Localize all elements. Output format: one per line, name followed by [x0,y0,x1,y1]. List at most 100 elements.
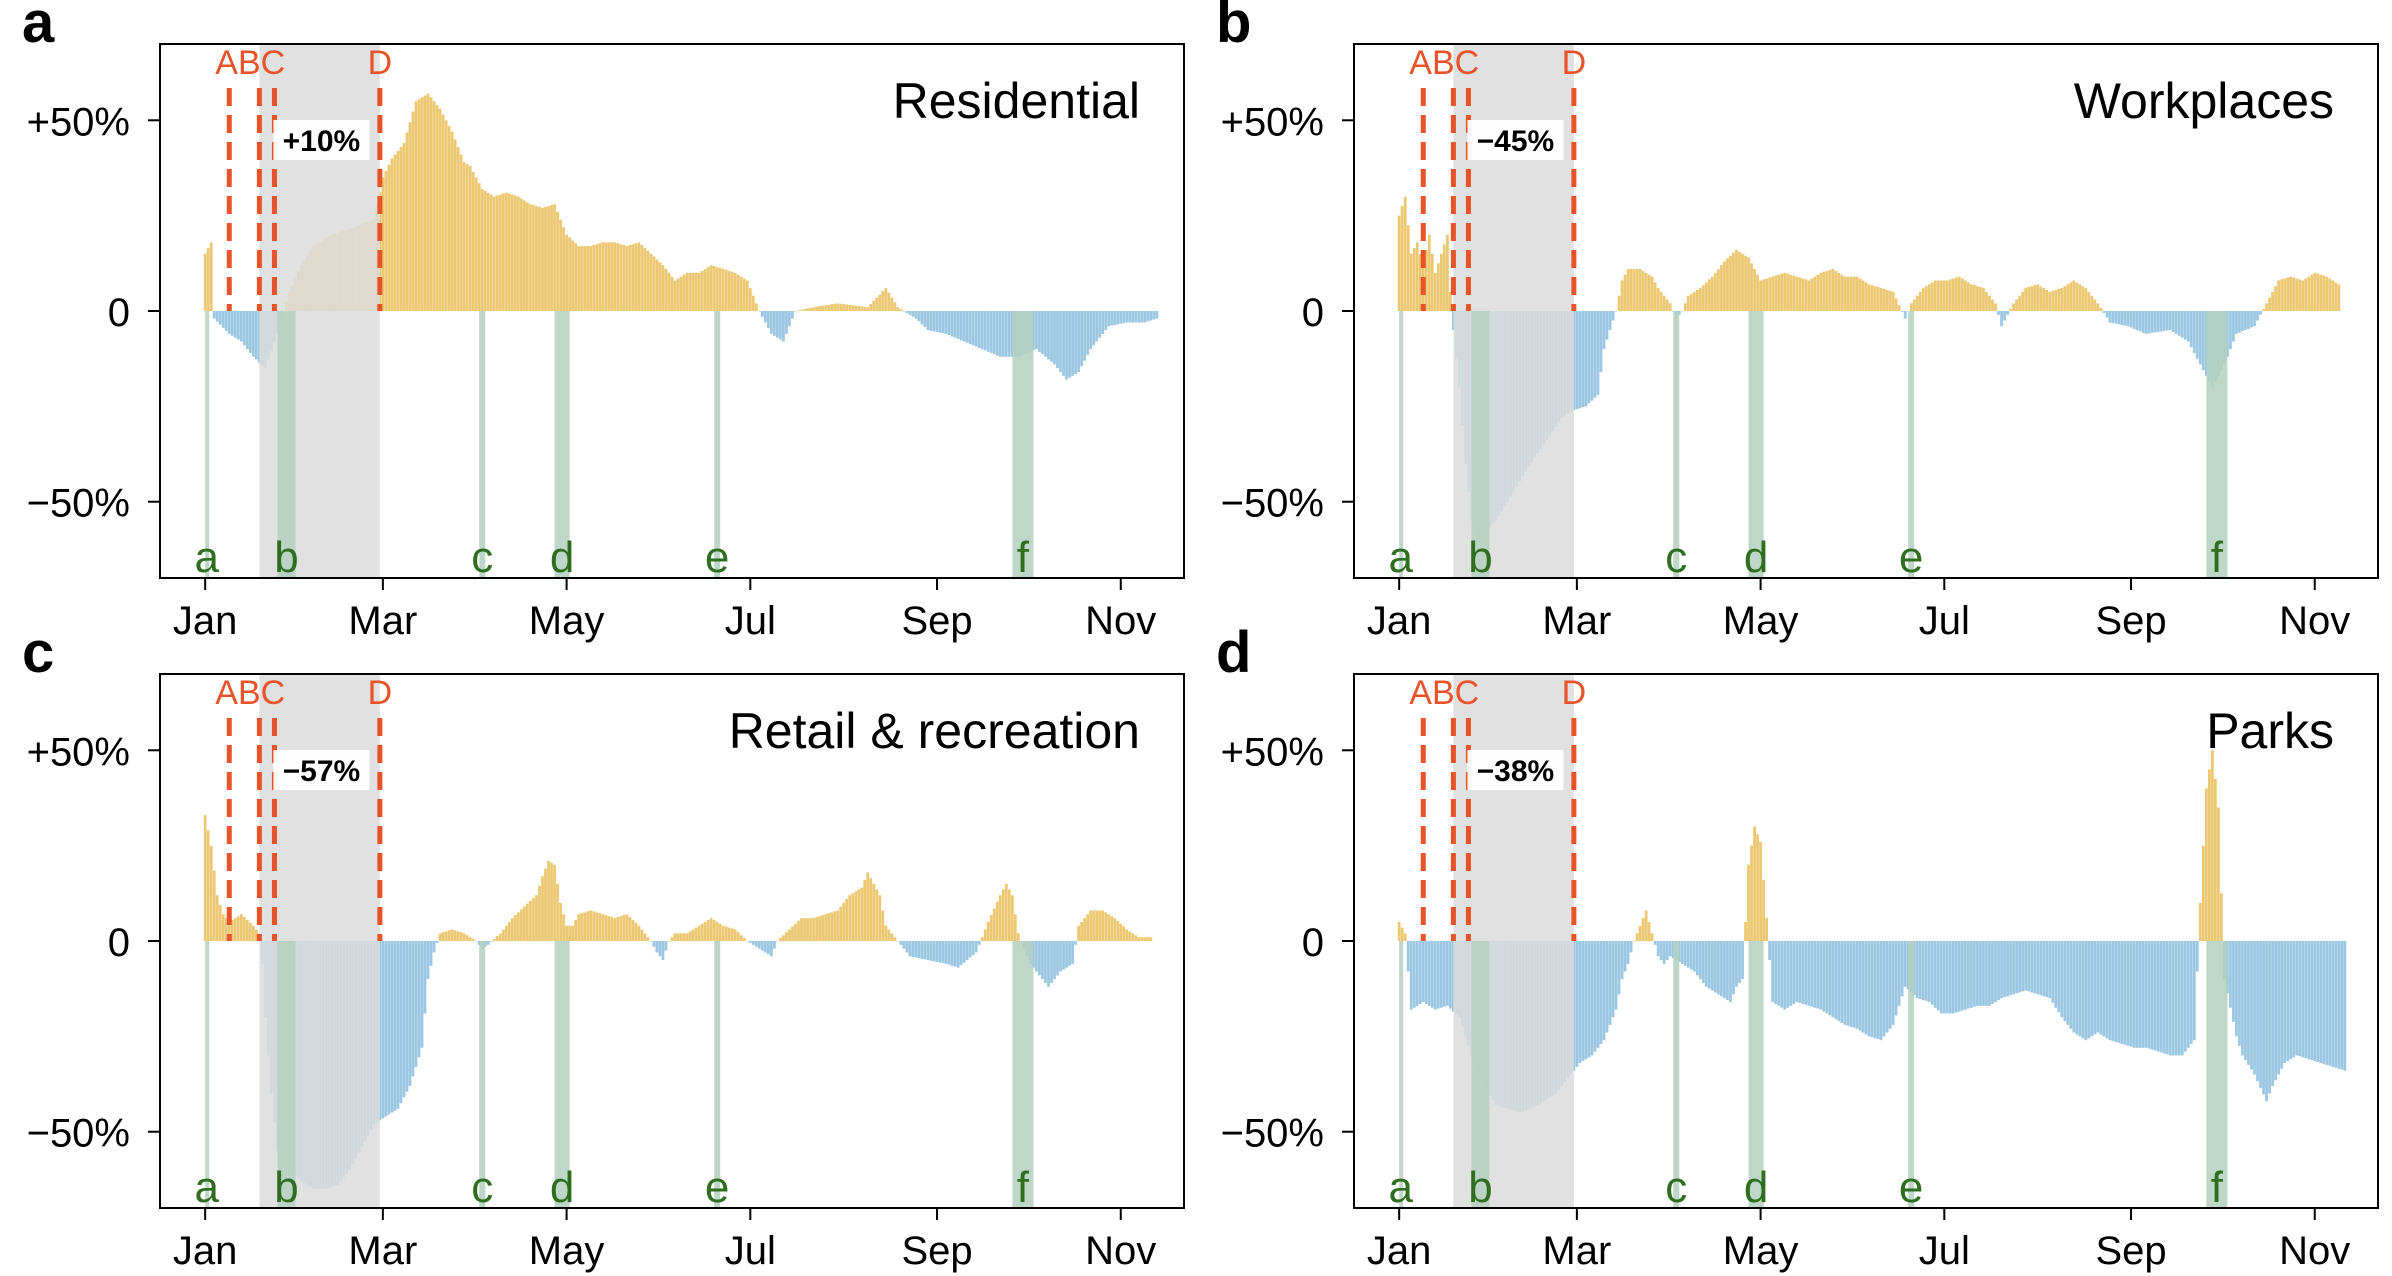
bar-day-101 [1701,941,1705,983]
bar-day-151 [658,941,662,957]
bar-day-127 [1780,941,1784,1008]
bar-day-202 [812,307,815,311]
bar-day-212 [2036,941,2040,995]
bar-day-113 [1738,941,1741,983]
bar-day-16 [251,925,255,941]
bar-day-191 [1973,285,1976,311]
bar-day-197 [797,920,800,941]
bar-day-145 [640,929,644,941]
bar-day-282 [1053,311,1056,365]
bar-day-233 [2099,941,2103,1035]
bar-day-262 [2186,941,2190,1048]
bar-day-111 [1732,941,1735,995]
bar-day-276 [1035,941,1038,972]
bar-day-252 [2156,941,2160,1052]
marker-band-d [554,311,570,578]
x-tick-label: Jan [1367,599,1432,643]
bar-day-107 [526,202,529,311]
bar-day-63 [393,154,397,311]
bar-day-177 [1930,941,1934,1005]
bar-day-176 [733,272,737,311]
bar-day-5 [1412,248,1416,311]
bar-day-122 [1765,918,1768,941]
marker-label-d: d [550,533,574,582]
bar-day-123 [574,920,578,941]
bar-day-65 [399,941,403,1104]
bar-day-64 [1590,941,1594,1056]
bar-day-220 [2060,288,2064,311]
bar-day-302 [1113,918,1117,941]
bar-day-221 [869,878,873,941]
bar-day-236 [914,941,918,958]
bar-day-272 [2216,807,2220,941]
bar-day-198 [800,309,803,311]
bar-day-13 [242,311,246,346]
bar-day-149 [1846,276,1850,311]
bar-day-116 [553,864,556,941]
bar-day-240 [2120,311,2124,326]
bar-day-14 [245,920,249,941]
bar-day-285 [2256,941,2259,1081]
bar-day-136 [1807,280,1811,311]
bar-day-243 [935,311,939,332]
bar-day-9 [1424,249,1428,311]
bar-day-222 [872,883,876,941]
bar-day-143 [634,922,638,941]
bar-day-288 [2265,303,2268,311]
bar-day-194 [1982,941,1985,1006]
bar-day-159 [682,933,686,941]
bar-day-9 [1424,941,1428,1004]
marker-band-d [554,941,570,1208]
bar-day-158 [679,276,683,311]
bar-day-15 [248,311,252,353]
bar-day-302 [1113,311,1117,326]
bar-day-159 [1876,286,1880,311]
bar-day-83 [1647,274,1651,311]
bar-day-241 [2123,941,2127,1045]
bar-day-162 [691,272,695,311]
bar-day-89 [1665,941,1669,961]
bar-day-151 [658,262,662,311]
bar-day-187 [766,311,770,329]
bar-day-131 [598,243,602,311]
bar-day-280 [1047,941,1050,987]
panel-c: a b c d e f ABC D −57% Retail & recreation +50% 0 −5… [22,620,1185,1273]
bar-day-99 [501,929,505,941]
bar-day-280 [1047,311,1050,360]
event-label-abc: ABC [215,44,285,82]
bar-day-250 [2150,311,2154,333]
bar-day-153 [664,269,668,311]
marker-label-c: c [1665,1163,1687,1212]
bar-day-80 [1638,269,1642,311]
bar-day-163 [694,927,698,941]
bar-day-120 [1759,841,1762,941]
bar-day-150 [655,941,659,953]
bar-day-126 [1777,941,1781,1006]
bar-day-13 [1436,941,1440,1009]
y-tick-label: 0 [108,291,130,335]
bar-day-313 [2340,941,2344,1070]
bar-day-156 [1867,941,1871,1037]
marker-band-a [1399,941,1404,1208]
bar-day-89 [1665,299,1669,311]
bar-day-201 [2003,311,2006,321]
bar-day-268 [1010,311,1014,357]
bar-day-199 [1997,941,2000,1001]
bar-day-286 [2259,311,2262,315]
bar-day-195 [791,311,794,319]
bar-day-203 [2009,309,2012,311]
bar-day-177 [1930,282,1934,311]
bar-day-192 [1976,286,1979,311]
bar-day-219 [2057,941,2061,1013]
bar-day-184 [757,941,761,949]
bar-day-243 [2129,311,2133,328]
bar-day-153 [1858,278,1862,311]
bar-day-299 [1104,311,1108,331]
bar-day-137 [616,243,620,311]
bar-day-133 [604,915,608,941]
bar-day-236 [2108,311,2112,323]
bar-day-116 [1747,257,1750,311]
bar-day-235 [911,941,915,958]
bar-day-284 [1059,311,1062,373]
x-tick-label: Sep [901,1229,972,1273]
